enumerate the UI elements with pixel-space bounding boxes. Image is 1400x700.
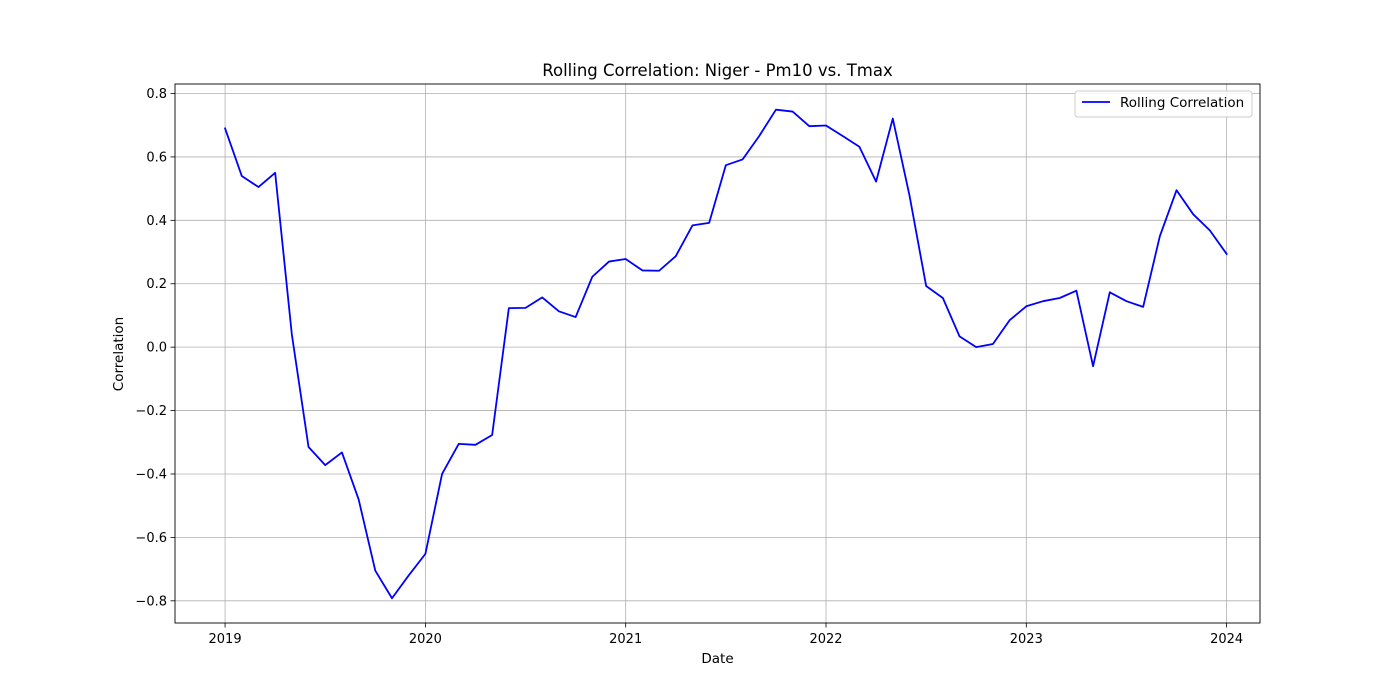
data-point [1059,298,1060,299]
x-tick-label: 2023 [1010,632,1043,647]
y-axis-label: Correlation [111,317,127,391]
data-point [876,181,877,182]
data-point [1026,306,1027,307]
data-point [659,270,660,271]
data-point [492,434,493,435]
data-point [909,195,910,196]
x-axis: 2019 2020 2021 2022 2023 2024 [209,623,1243,647]
y-axis: −0.8 −0.6 −0.4 −0.2 0.0 0.2 0.4 0.6 0.8 [135,87,175,609]
data-point [325,465,326,466]
x-tick-label: 2022 [809,632,842,647]
data-point [809,126,810,127]
data-point [942,298,943,299]
data-point [1076,290,1077,291]
data-point [442,473,443,474]
data-point [1226,253,1227,254]
data-point [675,256,676,257]
data-point [1126,301,1127,302]
data-point [558,311,559,312]
data-point [742,159,743,160]
data-point [709,222,710,223]
data-point [1159,236,1160,237]
data-point [892,118,893,119]
data-point [1176,190,1177,191]
data-point [759,136,760,137]
data-point [1093,366,1094,367]
data-point [358,499,359,500]
data-point [1109,292,1110,293]
data-point [775,109,776,110]
legend-label: Rolling Correlation [1120,95,1244,111]
data-point [625,259,626,260]
data-point [642,270,643,271]
data-point [826,125,827,126]
y-tick-label: 0.4 [146,214,167,229]
data-point [1209,230,1210,231]
data-point [258,187,259,188]
y-tick-label: −0.6 [135,531,167,546]
data-point [341,452,342,453]
data-point [926,285,927,286]
series-layer [223,108,1228,600]
data-point [1043,301,1044,302]
data-point [525,307,526,308]
plot-area [175,84,1260,623]
plot-frame [174,83,1261,624]
data-point [241,175,242,176]
data-point [725,165,726,166]
data-point [291,334,292,335]
data-point [408,575,409,576]
data-point [692,225,693,226]
data-point [508,308,509,309]
data-point [992,343,993,344]
grid-lines [175,84,1260,623]
x-axis-label: Date [701,651,733,667]
data-point [976,347,977,348]
y-tick-label: −0.4 [135,467,167,482]
x-tick-label: 2021 [609,632,642,647]
data-point [1009,320,1010,321]
data-point [609,261,610,262]
data-point [959,336,960,337]
series-line-rolling-correlation [223,108,1228,600]
data-point [392,598,393,599]
y-tick-label: 0.8 [146,87,167,102]
data-point [308,447,309,448]
y-tick-label: 0.2 [146,277,167,292]
data-point [425,553,426,554]
x-tick-label: 2020 [409,632,442,647]
data-point [592,276,593,277]
y-tick-label: −0.2 [135,404,167,419]
data-point [1193,214,1194,215]
y-tick-label: 0.0 [146,341,167,356]
data-point [859,146,860,147]
legend-box [1074,90,1253,118]
legend: Rolling Correlation [1074,90,1253,118]
data-point [842,136,843,137]
chart-title: Rolling Correlation: Niger - Pm10 vs. Tm… [542,61,893,80]
data-point [225,128,226,129]
data-point [1143,306,1144,307]
data-point [275,172,276,173]
data-point [458,443,459,444]
data-point [475,444,476,445]
x-tick-label: 2024 [1210,632,1243,647]
y-tick-label: −0.8 [135,594,167,609]
data-point [375,570,376,571]
data-point [575,317,576,318]
data-point [542,297,543,298]
x-tick-label: 2019 [209,632,242,647]
data-point [792,111,793,112]
y-tick-label: 0.6 [146,150,167,165]
